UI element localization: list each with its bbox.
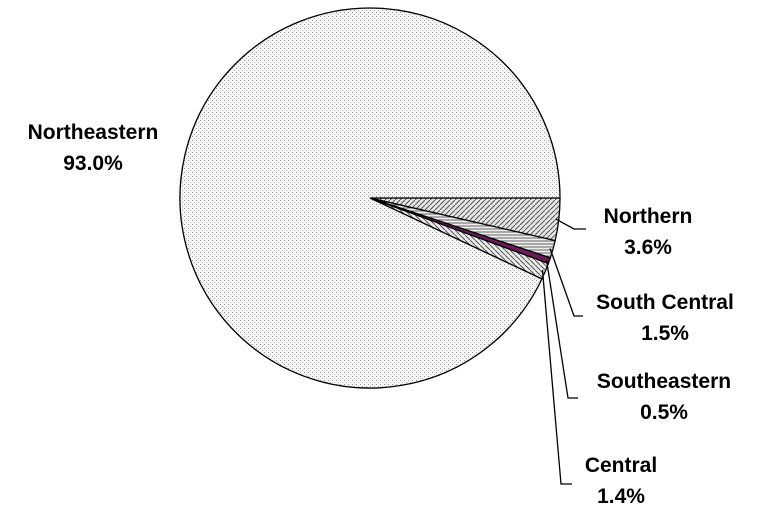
pie-slice-northeastern — [179, 7, 561, 389]
slice-label-northeastern-name: Northeastern — [28, 121, 159, 144]
leader-line-northern — [555, 218, 586, 230]
slice-label-central-value: 1.4% — [597, 485, 645, 508]
slice-label-central-name: Central — [585, 454, 657, 477]
slice-label-northern-name: Northern — [604, 205, 693, 228]
slice-label-northern-value: 3.6% — [624, 236, 672, 259]
leader-line-southeastern — [545, 259, 578, 399]
pie-slices — [179, 7, 561, 389]
leader-lines — [541, 218, 586, 485]
leader-line-south-central — [549, 248, 583, 317]
slice-label-southeastern-name: Southeastern — [597, 370, 731, 393]
leader-line-central — [541, 270, 572, 485]
slice-label-northeastern-value: 93.0% — [63, 152, 123, 175]
slice-label-south-central-name: South Central — [596, 291, 734, 314]
slice-label-south-central-value: 1.5% — [641, 322, 689, 345]
slice-label-southeastern-value: 0.5% — [640, 401, 688, 424]
